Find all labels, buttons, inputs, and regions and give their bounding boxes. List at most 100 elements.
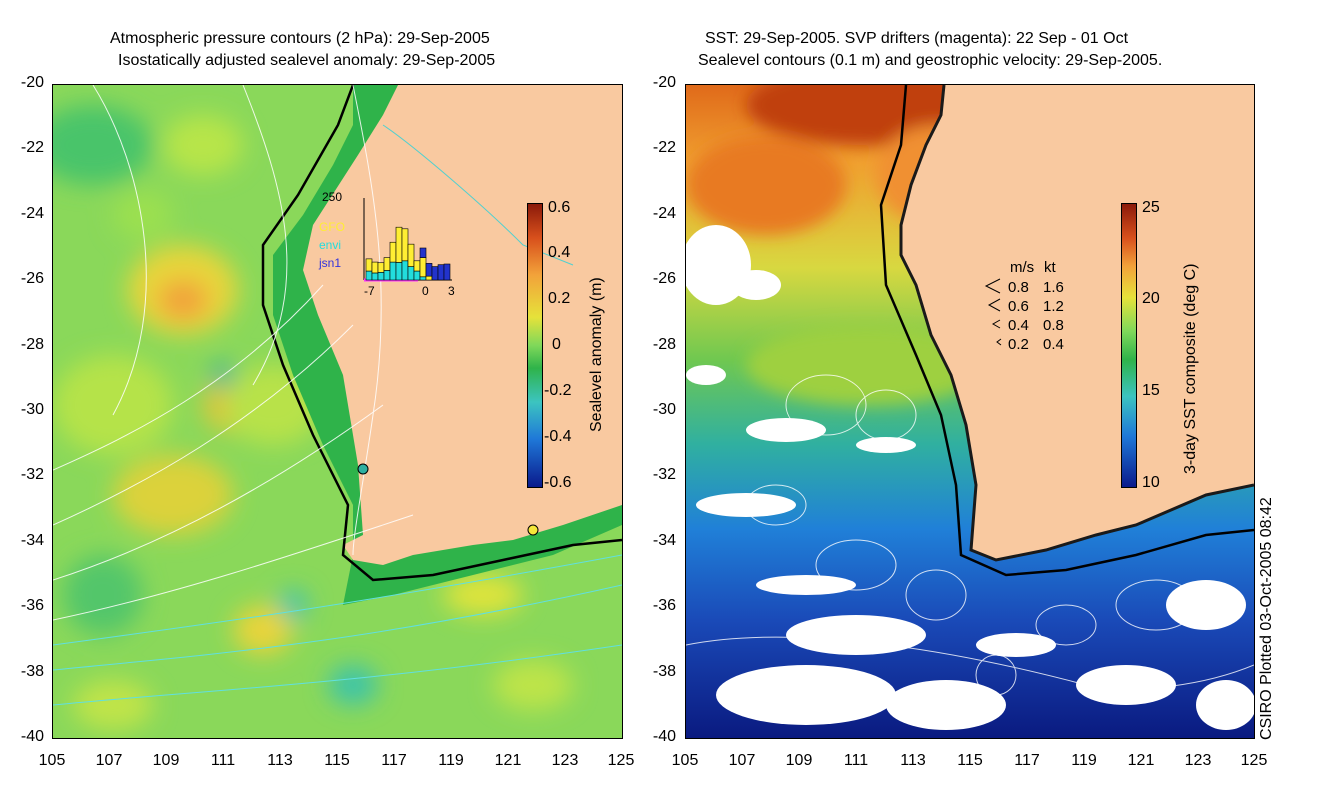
right-title-line1: SST: 29-Sep-2005. SVP drifters (magenta)… <box>705 30 1129 47</box>
envi-bar <box>419 276 427 281</box>
right-xtick: 121 <box>1127 752 1155 769</box>
envi-bar <box>383 270 391 281</box>
sst-cb-title: 3-day SST composite (deg C) <box>1182 263 1199 474</box>
right-xtick: 105 <box>671 752 699 769</box>
jsn1-bar <box>425 263 433 277</box>
sst-colorbar <box>1121 203 1137 488</box>
left-ytick: -40 <box>20 728 44 745</box>
gfo-bar <box>365 258 373 272</box>
csiro-credit: CSIRO Plotted 03-Oct-2005 08:42 <box>1258 497 1275 740</box>
sealevel-cb-tick-3: 0 <box>552 336 561 353</box>
right-ytick: -28 <box>652 336 676 353</box>
sst-cb-tick-3: 10 <box>1142 474 1160 491</box>
speed-legend-header-kt: kt <box>1044 259 1056 276</box>
left-xtick: 111 <box>210 752 236 769</box>
right-ytick: -26 <box>652 270 676 287</box>
gfo-bar <box>425 275 433 281</box>
inset-legend-envi: envi <box>319 238 342 252</box>
envi-bar <box>365 270 373 281</box>
right-xtick: 107 <box>728 752 756 769</box>
right-map-svg <box>686 85 1254 738</box>
envi-bar <box>413 270 421 281</box>
left-ytick: -24 <box>20 205 44 222</box>
speed-kt: 0.8 <box>1043 317 1064 334</box>
envi-bar <box>395 262 403 281</box>
right-ytick: -36 <box>652 597 676 614</box>
right-ytick: -20 <box>652 74 676 91</box>
arrow-0.8-icon <box>984 278 1001 294</box>
inset-legend-gfo: GFO <box>319 220 345 234</box>
left-ytick: -38 <box>20 663 44 680</box>
right-ytick: -34 <box>652 532 676 549</box>
left-ytick: -20 <box>20 74 44 91</box>
speed-ms: 0.2 <box>1008 336 1029 353</box>
left-xtick: 115 <box>324 752 350 769</box>
left-xtick: 121 <box>494 752 522 769</box>
right-ytick: -22 <box>652 139 676 156</box>
arrow-0.6-icon <box>987 298 1001 312</box>
right-ytick: -38 <box>652 663 676 680</box>
gfo-bar <box>389 241 397 263</box>
sealevel-cb-tick-1: 0.4 <box>548 244 571 261</box>
speed-kt: 1.2 <box>1043 298 1064 315</box>
sealevel-cb-tick-4: -0.2 <box>544 382 572 399</box>
right-ytick: -24 <box>652 205 676 222</box>
envi-bar <box>377 272 385 281</box>
left-xtick: 109 <box>152 752 180 769</box>
left-ytick: -28 <box>20 336 44 353</box>
jsn1-bar <box>419 247 427 258</box>
left-xtick: 123 <box>551 752 579 769</box>
gfo-bar <box>401 228 409 262</box>
envi-bar <box>371 272 379 281</box>
left-map <box>52 84 623 739</box>
sealevel-cb-tick-2: 0.2 <box>548 290 571 307</box>
speed-kt: 0.4 <box>1043 336 1064 353</box>
left-xtick: 119 <box>438 752 464 769</box>
left-ytick: -34 <box>20 532 44 549</box>
envi-bar <box>407 266 415 281</box>
jsn1-bar <box>443 263 451 281</box>
speed-ms: 0.6 <box>1008 298 1029 315</box>
left-ytick: -30 <box>20 401 44 418</box>
speed-ms: 0.8 <box>1008 279 1029 296</box>
right-xtick: 125 <box>1240 752 1268 769</box>
sealevel-cb-tick-5: -0.4 <box>544 428 572 445</box>
yellow-site-marker <box>527 524 539 536</box>
right-ytick: -40 <box>652 728 676 745</box>
left-ytick: -36 <box>20 597 44 614</box>
speed-ms: 0.4 <box>1008 317 1029 334</box>
right-xtick: 117 <box>1014 752 1040 769</box>
gfo-bar <box>383 257 391 271</box>
inset-xtick-0: -7 <box>364 284 375 298</box>
gfo-bar <box>395 226 403 263</box>
left-ytick: -32 <box>20 466 44 483</box>
jsn1-bar <box>431 266 439 281</box>
right-xtick: 115 <box>957 752 983 769</box>
right-ytick: -32 <box>652 466 676 483</box>
gfo-bar <box>371 261 379 274</box>
envi-bar <box>389 261 397 281</box>
right-map <box>685 84 1255 739</box>
gfo-bar <box>419 257 427 278</box>
jsn1-bar <box>437 264 445 281</box>
speed-kt: 1.6 <box>1043 279 1064 296</box>
gfo-bar <box>407 243 415 267</box>
gfo-bar <box>377 262 385 273</box>
inset-xtick-2: 3 <box>448 284 455 298</box>
sealevel-cb-tick-6: -0.6 <box>544 474 572 491</box>
right-xtick: 123 <box>1184 752 1212 769</box>
left-title-line1: Atmospheric pressure contours (2 hPa): 2… <box>110 30 490 47</box>
inset-ymax-label: 250 <box>322 190 343 204</box>
left-ytick: -22 <box>20 139 44 156</box>
sst-cb-tick-1: 20 <box>1142 290 1160 307</box>
inset-xtick-1: 0 <box>422 284 429 298</box>
arrow-0.4-icon <box>991 319 1001 329</box>
gfo-bar <box>413 260 421 272</box>
inset-chart: 250 GFO envi jsn1 -7 0 3 <box>316 190 466 305</box>
right-xtick: 119 <box>1071 752 1097 769</box>
sst-cb-tick-2: 15 <box>1142 382 1160 399</box>
inset-histogram-svg <box>363 198 452 282</box>
left-ytick: -26 <box>20 270 44 287</box>
sst-cb-tick-0: 25 <box>1142 199 1160 216</box>
sealevel-cb-tick-0: 0.6 <box>548 199 571 216</box>
